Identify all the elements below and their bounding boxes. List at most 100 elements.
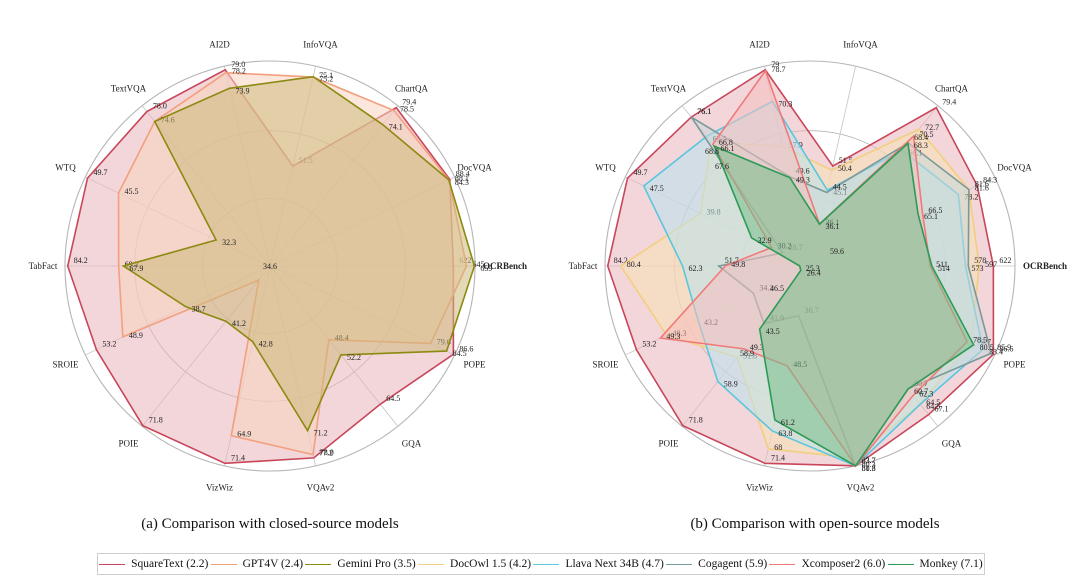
legend-item: Llava Next 34B (4.7): [533, 558, 664, 570]
data-label: 71.2: [314, 429, 328, 438]
axis-label: VQAv2: [847, 482, 875, 492]
data-label: 80.3: [862, 460, 876, 469]
data-label: 81.6: [975, 180, 989, 189]
data-label: 78.2: [964, 193, 978, 202]
data-label: 65.1: [924, 212, 938, 221]
data-label: 73.9: [235, 86, 249, 95]
data-label: 573: [971, 264, 983, 273]
data-label: 58.9: [724, 380, 738, 389]
data-label: 53.2: [102, 340, 116, 349]
legend-swatch: [305, 563, 332, 565]
data-label: 80.5: [980, 343, 994, 352]
axis-label: InfoVQA: [303, 40, 338, 50]
data-label: 76.1: [697, 107, 711, 116]
data-label: 77.2: [319, 449, 333, 458]
data-label: 66.1: [720, 144, 734, 153]
data-label: 68: [774, 443, 782, 452]
data-label: 64.9: [237, 430, 251, 439]
legend-item: Gemini Pro (3.5): [305, 558, 416, 570]
axis-label: DocVQA: [457, 163, 492, 173]
radar-chart-1: OCRBench DocVQA ChartQA InfoVQA AI2D TextVQA W…: [569, 40, 1067, 493]
legend-label: SquareText (2.2): [131, 558, 209, 570]
axis-label: SROIE: [592, 359, 619, 369]
axis-label: TabFact: [569, 261, 598, 271]
data-label: 84.3: [983, 176, 997, 185]
axis-label: WTQ: [55, 163, 76, 173]
data-label: 79: [771, 60, 779, 69]
data-label: 80.3: [862, 464, 876, 473]
axis-label: POIE: [658, 438, 679, 448]
legend-label: Cogagent (5.9): [698, 558, 768, 570]
legend-item: Monkey (7.1): [887, 558, 983, 570]
axis-label: POIE: [118, 438, 139, 448]
axis-label: VQAv2: [307, 482, 335, 492]
data-label: 64.5: [926, 402, 940, 411]
data-label: 49.6: [796, 167, 810, 176]
legend-swatch: [769, 563, 796, 565]
legend-label: DocOwl 1.5 (4.2): [450, 558, 532, 570]
data-label: 80.4: [627, 260, 641, 269]
axis-label: VizWiz: [746, 482, 773, 492]
legend-item: Cogagent (5.9): [666, 558, 767, 570]
data-label: 85.9: [997, 343, 1011, 352]
axis-label: GQA: [402, 438, 422, 448]
axis-label: OCRBench: [483, 261, 527, 271]
data-label: 36.1: [826, 222, 840, 231]
data-label: 26.4: [807, 268, 821, 277]
data-label: 71.8: [149, 416, 163, 425]
data-label: 79.4: [942, 98, 956, 107]
data-label: 511: [936, 260, 948, 269]
caption-open-source: (b) Comparison with open-source models: [690, 516, 940, 532]
axis-label: POPE: [1004, 359, 1027, 369]
legend: SquareText (2.2) GPT4V (2.4) Gemini Pro (3…: [97, 553, 985, 575]
data-label: 84.5: [453, 349, 467, 358]
data-label: 72.7: [925, 123, 939, 132]
data-label: 53.2: [642, 340, 656, 349]
data-label: 68.4: [914, 133, 928, 142]
legend-item: Xcomposer2 (6.0): [769, 558, 885, 570]
data-label: 79.4: [402, 98, 416, 107]
data-label: 597: [985, 260, 997, 269]
legend-label: Gemini Pro (3.5): [337, 558, 416, 570]
data-label: 83.7: [862, 456, 876, 465]
axis-label: WTQ: [595, 163, 616, 173]
data-label: 68.8: [705, 147, 719, 156]
data-label: 71.8: [689, 416, 703, 425]
axis-label: InfoVQA: [843, 40, 878, 50]
data-label: 44.5: [833, 182, 847, 191]
data-label: 78.0: [153, 102, 167, 111]
data-label: 84.2: [74, 256, 88, 265]
axis-label: TextVQA: [651, 84, 687, 94]
legend-swatch: [666, 563, 693, 565]
data-label: 51.7: [725, 256, 739, 265]
axis-label: POPE: [464, 359, 487, 369]
data-label: 45.5: [125, 187, 139, 196]
axis-label: GQA: [942, 438, 962, 448]
legend-item: GPT4V (2.4): [210, 558, 303, 570]
data-label: 67.1: [935, 405, 949, 414]
legend-swatch: [210, 563, 237, 565]
legend-swatch: [99, 563, 126, 565]
data-label: 84.3: [455, 178, 469, 187]
data-label: 83.4: [989, 347, 1003, 356]
data-label: 38.7: [192, 305, 206, 314]
axis-label: AI2D: [209, 40, 230, 50]
legend-item: SquareText (2.2): [99, 558, 208, 570]
data-label: 70.5: [920, 130, 934, 139]
data-label: 59.6: [830, 247, 844, 256]
series-6-area: [713, 141, 975, 467]
data-label: 64.5: [386, 394, 400, 403]
data-label: 62.3: [689, 264, 703, 273]
data-label: 71.4: [771, 453, 785, 462]
data-label: 32.3: [222, 238, 236, 247]
data-label: 50.4: [838, 164, 852, 173]
data-label: 83.7: [862, 456, 876, 465]
data-label: 78.0: [320, 448, 334, 457]
data-label: 514: [938, 264, 950, 273]
data-label: 41.2: [232, 319, 246, 328]
legend-label: Monkey (7.1): [919, 558, 983, 570]
data-label: 84.2: [614, 256, 628, 265]
data-label: 88.4: [456, 169, 470, 178]
data-label: 47.5: [650, 184, 664, 193]
